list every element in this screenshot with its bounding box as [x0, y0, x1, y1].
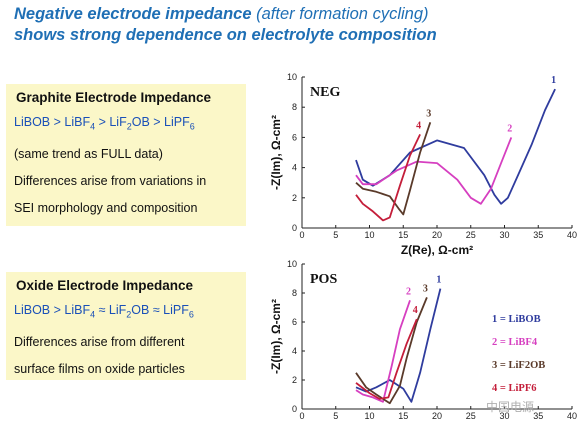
pos-x-tick-label: 35 [533, 411, 543, 421]
pos-curve-label-1: 1 [436, 275, 441, 286]
pos-x-tick-label: 40 [567, 411, 577, 421]
neg-y-tick-label: 10 [287, 72, 297, 82]
neg-x-tick-label: 5 [333, 230, 338, 240]
neg-x-tick-label: 20 [432, 230, 442, 240]
neg-series-line-2 [355, 137, 513, 205]
pos-x-tick-label: 30 [499, 411, 509, 421]
watermark: 中国电源 [486, 398, 534, 415]
graphite-trend: LiBOB > LiBF4 > LiF2OB > LiPF6 [14, 115, 195, 132]
neg-y-tick-label: 2 [292, 193, 297, 203]
pos-panel-label: POS [310, 272, 337, 287]
pos-y-axis-label: -Z(Im), Ω-cm² [269, 299, 283, 374]
graphite-box-title: Graphite Electrode Impedance [16, 90, 212, 105]
oxide-box-title: Oxide Electrode Impedance [16, 278, 194, 293]
neg-x-tick-label: 15 [398, 230, 408, 240]
graphite-line-3: SEI morphology and composition [14, 200, 198, 215]
neg-x-axis-label: Z(Re), Ω-cm² [401, 243, 473, 257]
neg-series-line-4 [355, 134, 421, 222]
pos-y-tick-label: 6 [292, 317, 297, 327]
neg-y-tick-label: 8 [292, 102, 297, 112]
neg-series-line-3 [355, 122, 432, 216]
neg-x-tick-label: 25 [466, 230, 476, 240]
neg-y-axis-label: -Z(Im), Ω-cm² [269, 115, 283, 190]
pos-curve-label-2: 2 [406, 286, 411, 297]
oxide-line-1: Differences arise from different [14, 334, 185, 349]
pos-x-tick-label: 10 [364, 411, 374, 421]
pos-y-tick-label: 2 [292, 375, 297, 385]
headline-paren: (after formation cycling) [256, 5, 429, 23]
pos-series-line-3 [355, 297, 428, 405]
oxide-line-2: surface films on oxide particles [14, 361, 185, 376]
pos-series-line-2 [355, 300, 411, 403]
oxide-trend: LiBOB > LiBF4 ≈ LiF2OB ≈ LiPF6 [14, 303, 194, 320]
graphite-impedance-box: Graphite Electrode Impedance LiBOB > LiB… [6, 84, 246, 226]
pos-curve-label-4: 4 [413, 305, 418, 316]
pos-series-line-4 [355, 318, 418, 400]
pos-x-tick-label: 5 [333, 411, 338, 421]
pos-y-tick-label: 8 [292, 288, 297, 298]
neg-x-tick-label: 35 [533, 230, 543, 240]
pos-x-tick-label: 25 [466, 411, 476, 421]
graphite-line-2: Differences arise from variations in [14, 173, 207, 188]
pos-x-tick-label: 20 [432, 411, 442, 421]
slide-headline: Negative electrode impedance (after form… [14, 4, 574, 46]
oxide-impedance-box: Oxide Electrode Impedance LiBOB > LiBF4 … [6, 272, 246, 380]
pos-x-tick-label: 15 [398, 411, 408, 421]
neg-x-tick-label: 10 [364, 230, 374, 240]
headline-main: Negative electrode impedance [14, 5, 252, 23]
neg-y-tick-label: 6 [292, 132, 297, 142]
neg-x-tick-label: 40 [567, 230, 577, 240]
legend-entry-3: 3 = LiF2OB [492, 360, 545, 371]
legend-entry-2: 2 = LiBF4 [492, 337, 538, 348]
pos-y-tick-label: 0 [292, 404, 297, 414]
watermark-text: 中国电源 [486, 400, 535, 414]
neg-y-tick-label: 4 [292, 163, 297, 173]
neg-curve-label-2: 2 [507, 123, 512, 134]
neg-y-tick-label: 0 [292, 223, 297, 233]
pos-series-line-1 [355, 288, 442, 403]
graphite-line-1: (same trend as FULL data) [14, 146, 163, 161]
neg-x-tick-label: 0 [299, 230, 304, 240]
neg-curve-label-1: 1 [551, 75, 556, 86]
pos-x-tick-label: 0 [299, 411, 304, 421]
legend-entry-1: 1 = LiBOB [492, 314, 541, 325]
neg-panel-label: NEG [310, 85, 340, 100]
neg-curve-label-4: 4 [416, 120, 421, 131]
legend-entry-4: 4 = LiPF6 [492, 383, 536, 394]
pos-y-tick-label: 10 [287, 259, 297, 269]
neg-curve-label-3: 3 [426, 108, 431, 119]
headline-line-1: Negative electrode impedance (after form… [14, 4, 574, 25]
headline-line-2: shows strong dependence on electrolyte c… [14, 26, 437, 44]
neg-x-tick-label: 30 [499, 230, 509, 240]
pos-y-tick-label: 4 [292, 346, 297, 356]
pos-curve-label-3: 3 [423, 283, 428, 294]
neg-series-line-1 [355, 88, 556, 205]
